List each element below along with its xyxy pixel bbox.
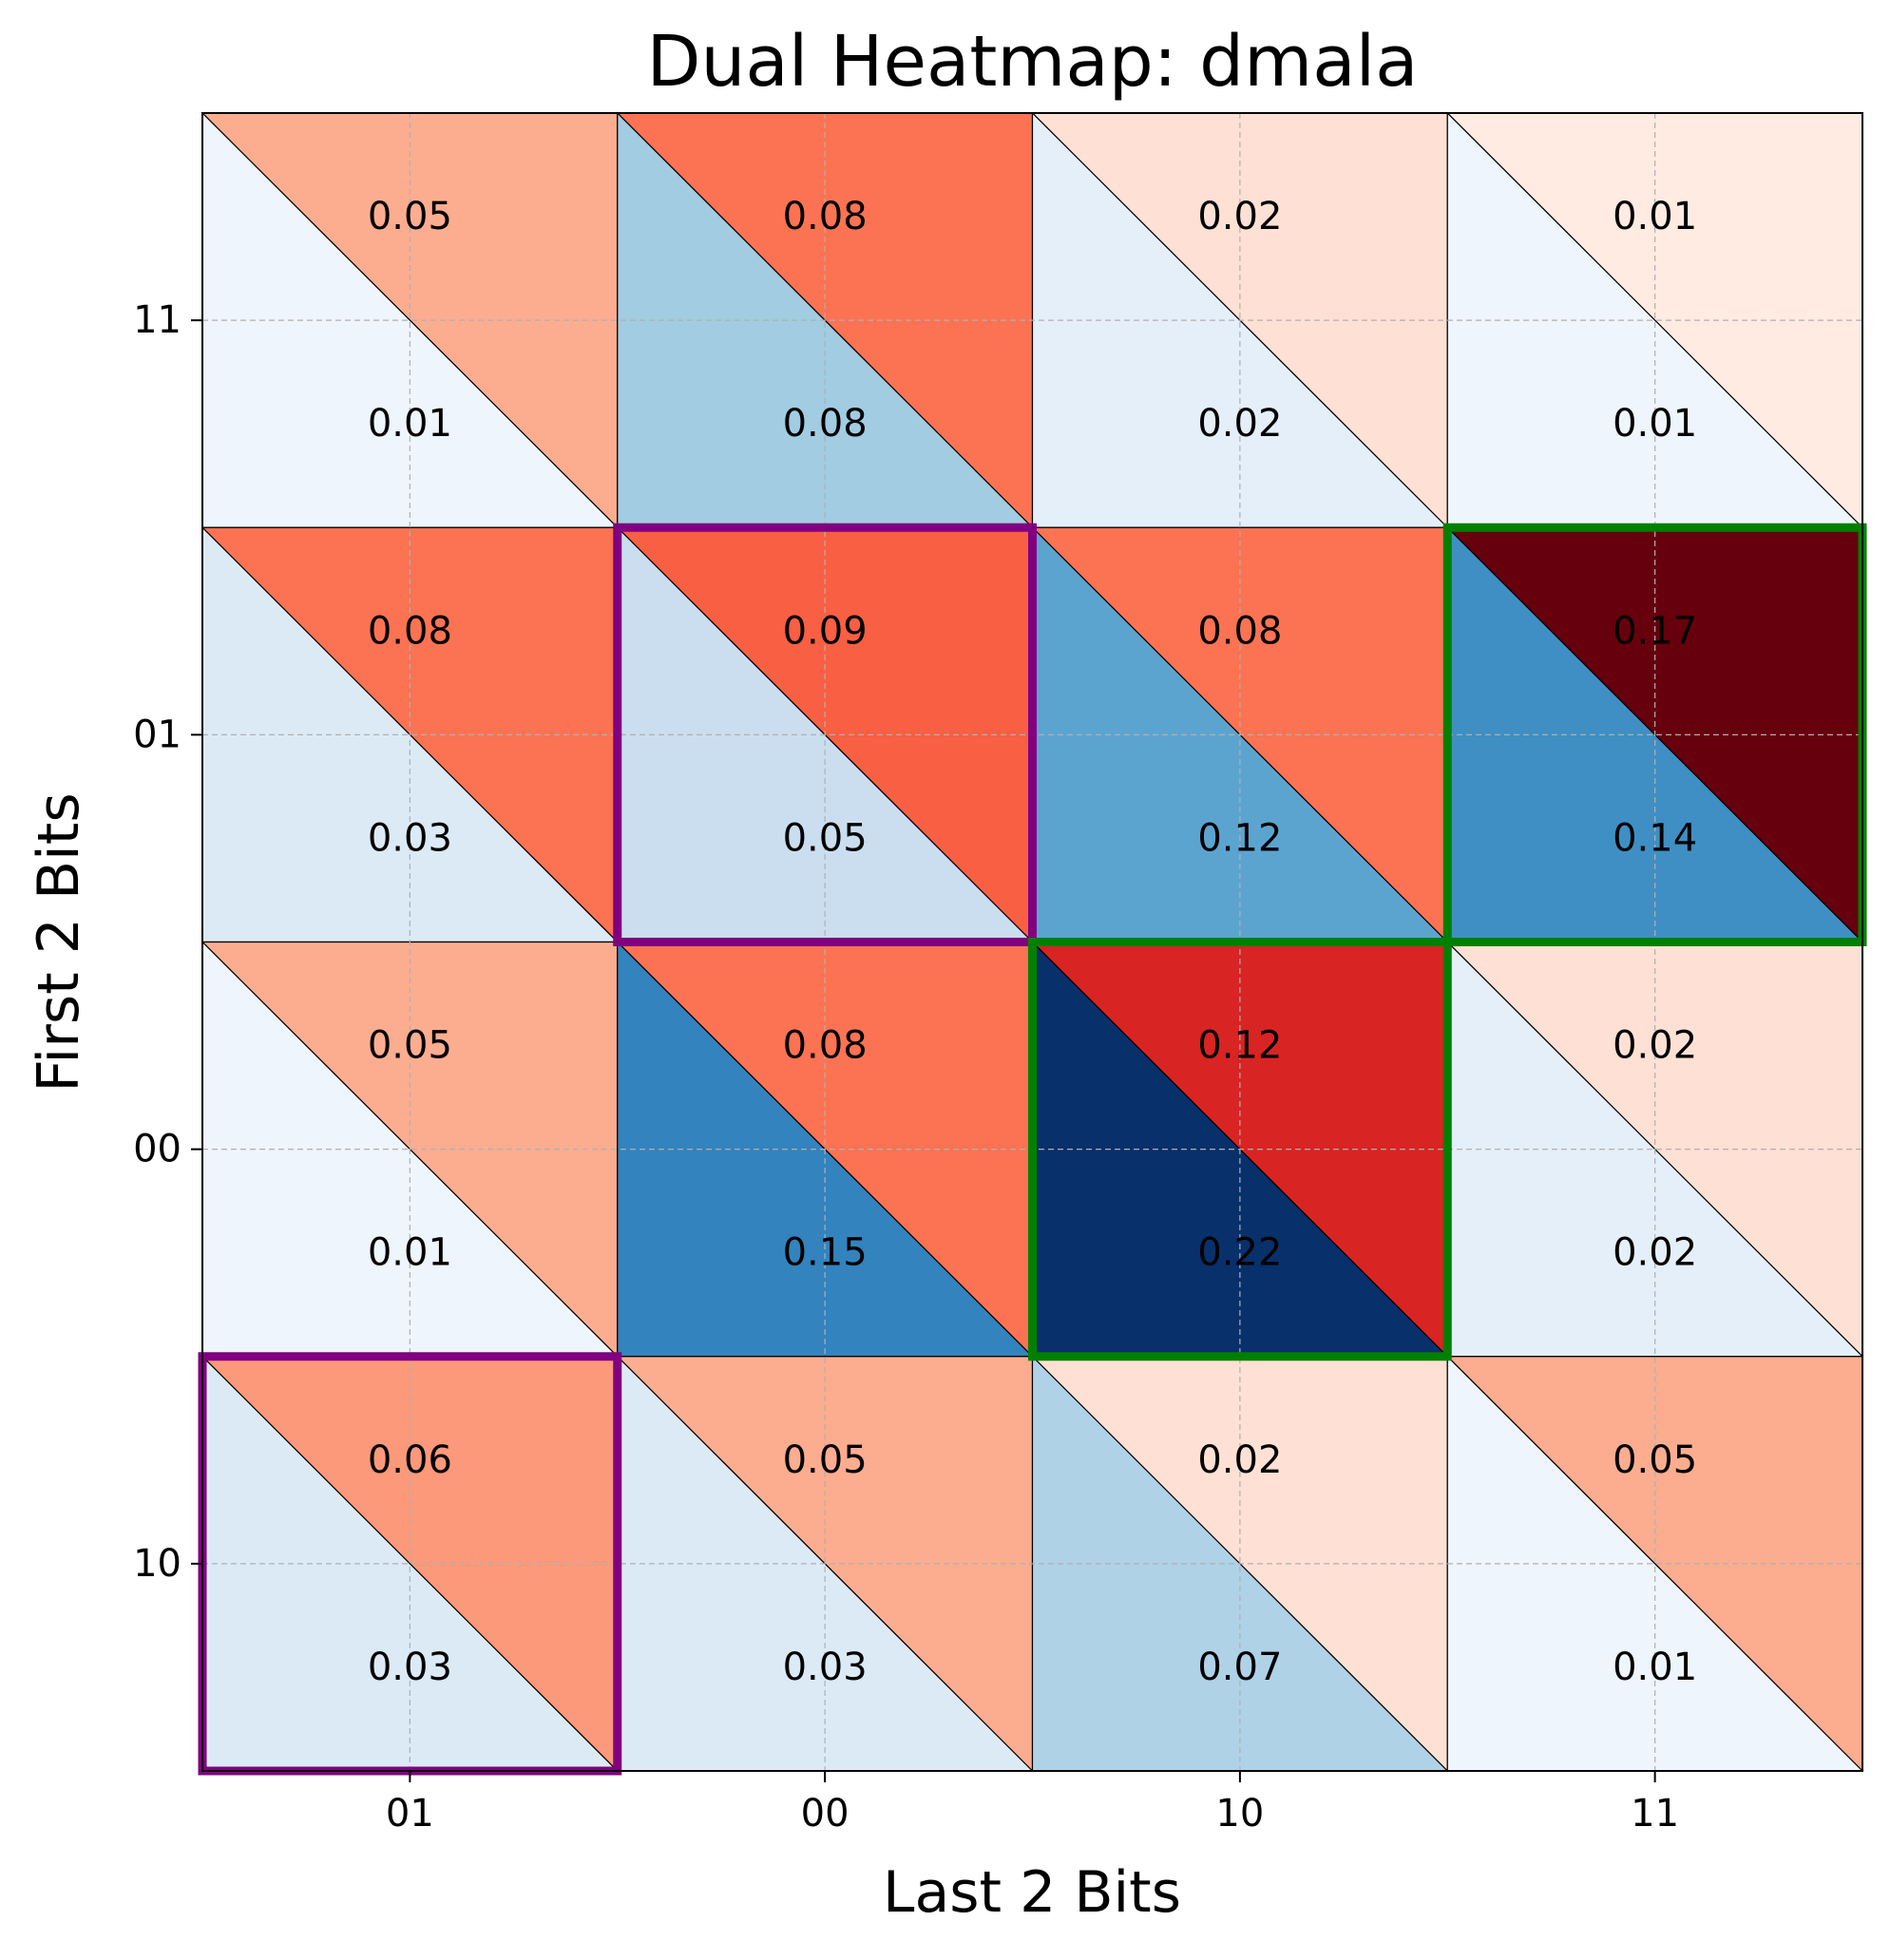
upper-value-label-r3-c3: 0.05 xyxy=(1613,1438,1697,1482)
lower-value-label-r3-c1: 0.03 xyxy=(783,1646,868,1689)
upper-value-label-r2-c0: 0.05 xyxy=(368,1024,452,1068)
upper-value-label-r3-c1: 0.05 xyxy=(783,1438,868,1482)
cell-value-labels: 0.05 0.01 0.08 0.08 0.02 0.02 0.01 0.01 0.08 0.03… xyxy=(368,195,1697,1689)
lower-value-label-r3-c0: 0.03 xyxy=(368,1646,452,1689)
upper-value-label-r3-c2: 0.02 xyxy=(1197,1438,1282,1482)
y-axis-ticks: 11 01 00 10 xyxy=(133,298,202,1586)
y-tick-label-2: 00 xyxy=(133,1128,181,1171)
lower-value-label-r1-c2: 0.12 xyxy=(1197,816,1282,860)
y-axis-label: First 2 Bits xyxy=(26,792,92,1092)
upper-value-label-r1-c1: 0.09 xyxy=(783,609,868,653)
upper-value-label-r1-c3: 0.17 xyxy=(1613,609,1697,653)
upper-value-label-r1-c0: 0.08 xyxy=(368,609,452,653)
lower-value-label-r2-c3: 0.02 xyxy=(1613,1231,1697,1275)
upper-value-label-r0-c0: 0.05 xyxy=(368,195,452,238)
x-axis-ticks: 01 00 10 11 xyxy=(386,1771,1679,1836)
lower-value-label-r3-c3: 0.01 xyxy=(1613,1646,1697,1689)
highlight-box-3 xyxy=(1028,938,1452,1361)
lower-value-label-r2-c2: 0.22 xyxy=(1197,1231,1282,1275)
y-tick-label-3: 10 xyxy=(133,1542,181,1586)
lower-value-label-r2-c0: 0.01 xyxy=(368,1231,452,1275)
y-tick-label-0: 11 xyxy=(133,298,181,342)
x-tick-label-2: 10 xyxy=(1215,1792,1264,1836)
lower-value-label-r2-c1: 0.15 xyxy=(783,1231,868,1275)
lower-value-label-r1-c3: 0.14 xyxy=(1613,816,1697,860)
y-tick-label-1: 01 xyxy=(133,713,181,756)
highlight-box-0 xyxy=(613,523,1037,946)
x-tick-label-3: 11 xyxy=(1631,1792,1679,1836)
x-axis-label: Last 2 Bits xyxy=(883,1859,1181,1926)
upper-value-label-r2-c2: 0.12 xyxy=(1197,1024,1282,1068)
lower-value-label-r0-c0: 0.01 xyxy=(368,402,452,446)
lower-value-label-r1-c1: 0.05 xyxy=(783,816,868,860)
x-tick-label-1: 00 xyxy=(801,1792,850,1836)
upper-value-label-r0-c3: 0.01 xyxy=(1613,195,1697,238)
lower-value-label-r1-c0: 0.03 xyxy=(368,816,452,860)
lower-value-label-r0-c1: 0.08 xyxy=(783,402,868,446)
upper-value-label-r0-c2: 0.02 xyxy=(1197,195,1282,238)
upper-value-label-r3-c0: 0.06 xyxy=(368,1438,452,1482)
lower-value-label-r0-c3: 0.01 xyxy=(1613,402,1697,446)
lower-value-label-r3-c2: 0.07 xyxy=(1197,1646,1282,1689)
upper-value-label-r2-c1: 0.08 xyxy=(783,1024,868,1068)
plot-frame xyxy=(201,112,1863,1772)
chart-title: Dual Heatmap: dmala xyxy=(646,21,1418,103)
upper-value-label-r1-c2: 0.08 xyxy=(1197,609,1282,653)
x-tick-label-0: 01 xyxy=(386,1792,434,1836)
upper-value-label-r0-c1: 0.08 xyxy=(783,195,868,238)
lower-value-label-r0-c2: 0.02 xyxy=(1197,402,1282,446)
upper-value-label-r2-c3: 0.02 xyxy=(1613,1024,1697,1068)
